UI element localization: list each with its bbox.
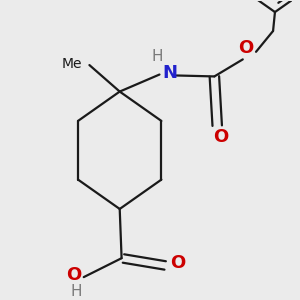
Text: O: O: [66, 266, 81, 284]
Text: O: O: [238, 38, 253, 56]
Text: O: O: [170, 254, 186, 272]
Text: Me: Me: [62, 57, 82, 70]
Text: O: O: [213, 128, 228, 146]
Text: H: H: [70, 284, 82, 299]
Text: N: N: [162, 64, 177, 82]
Text: H: H: [152, 49, 163, 64]
